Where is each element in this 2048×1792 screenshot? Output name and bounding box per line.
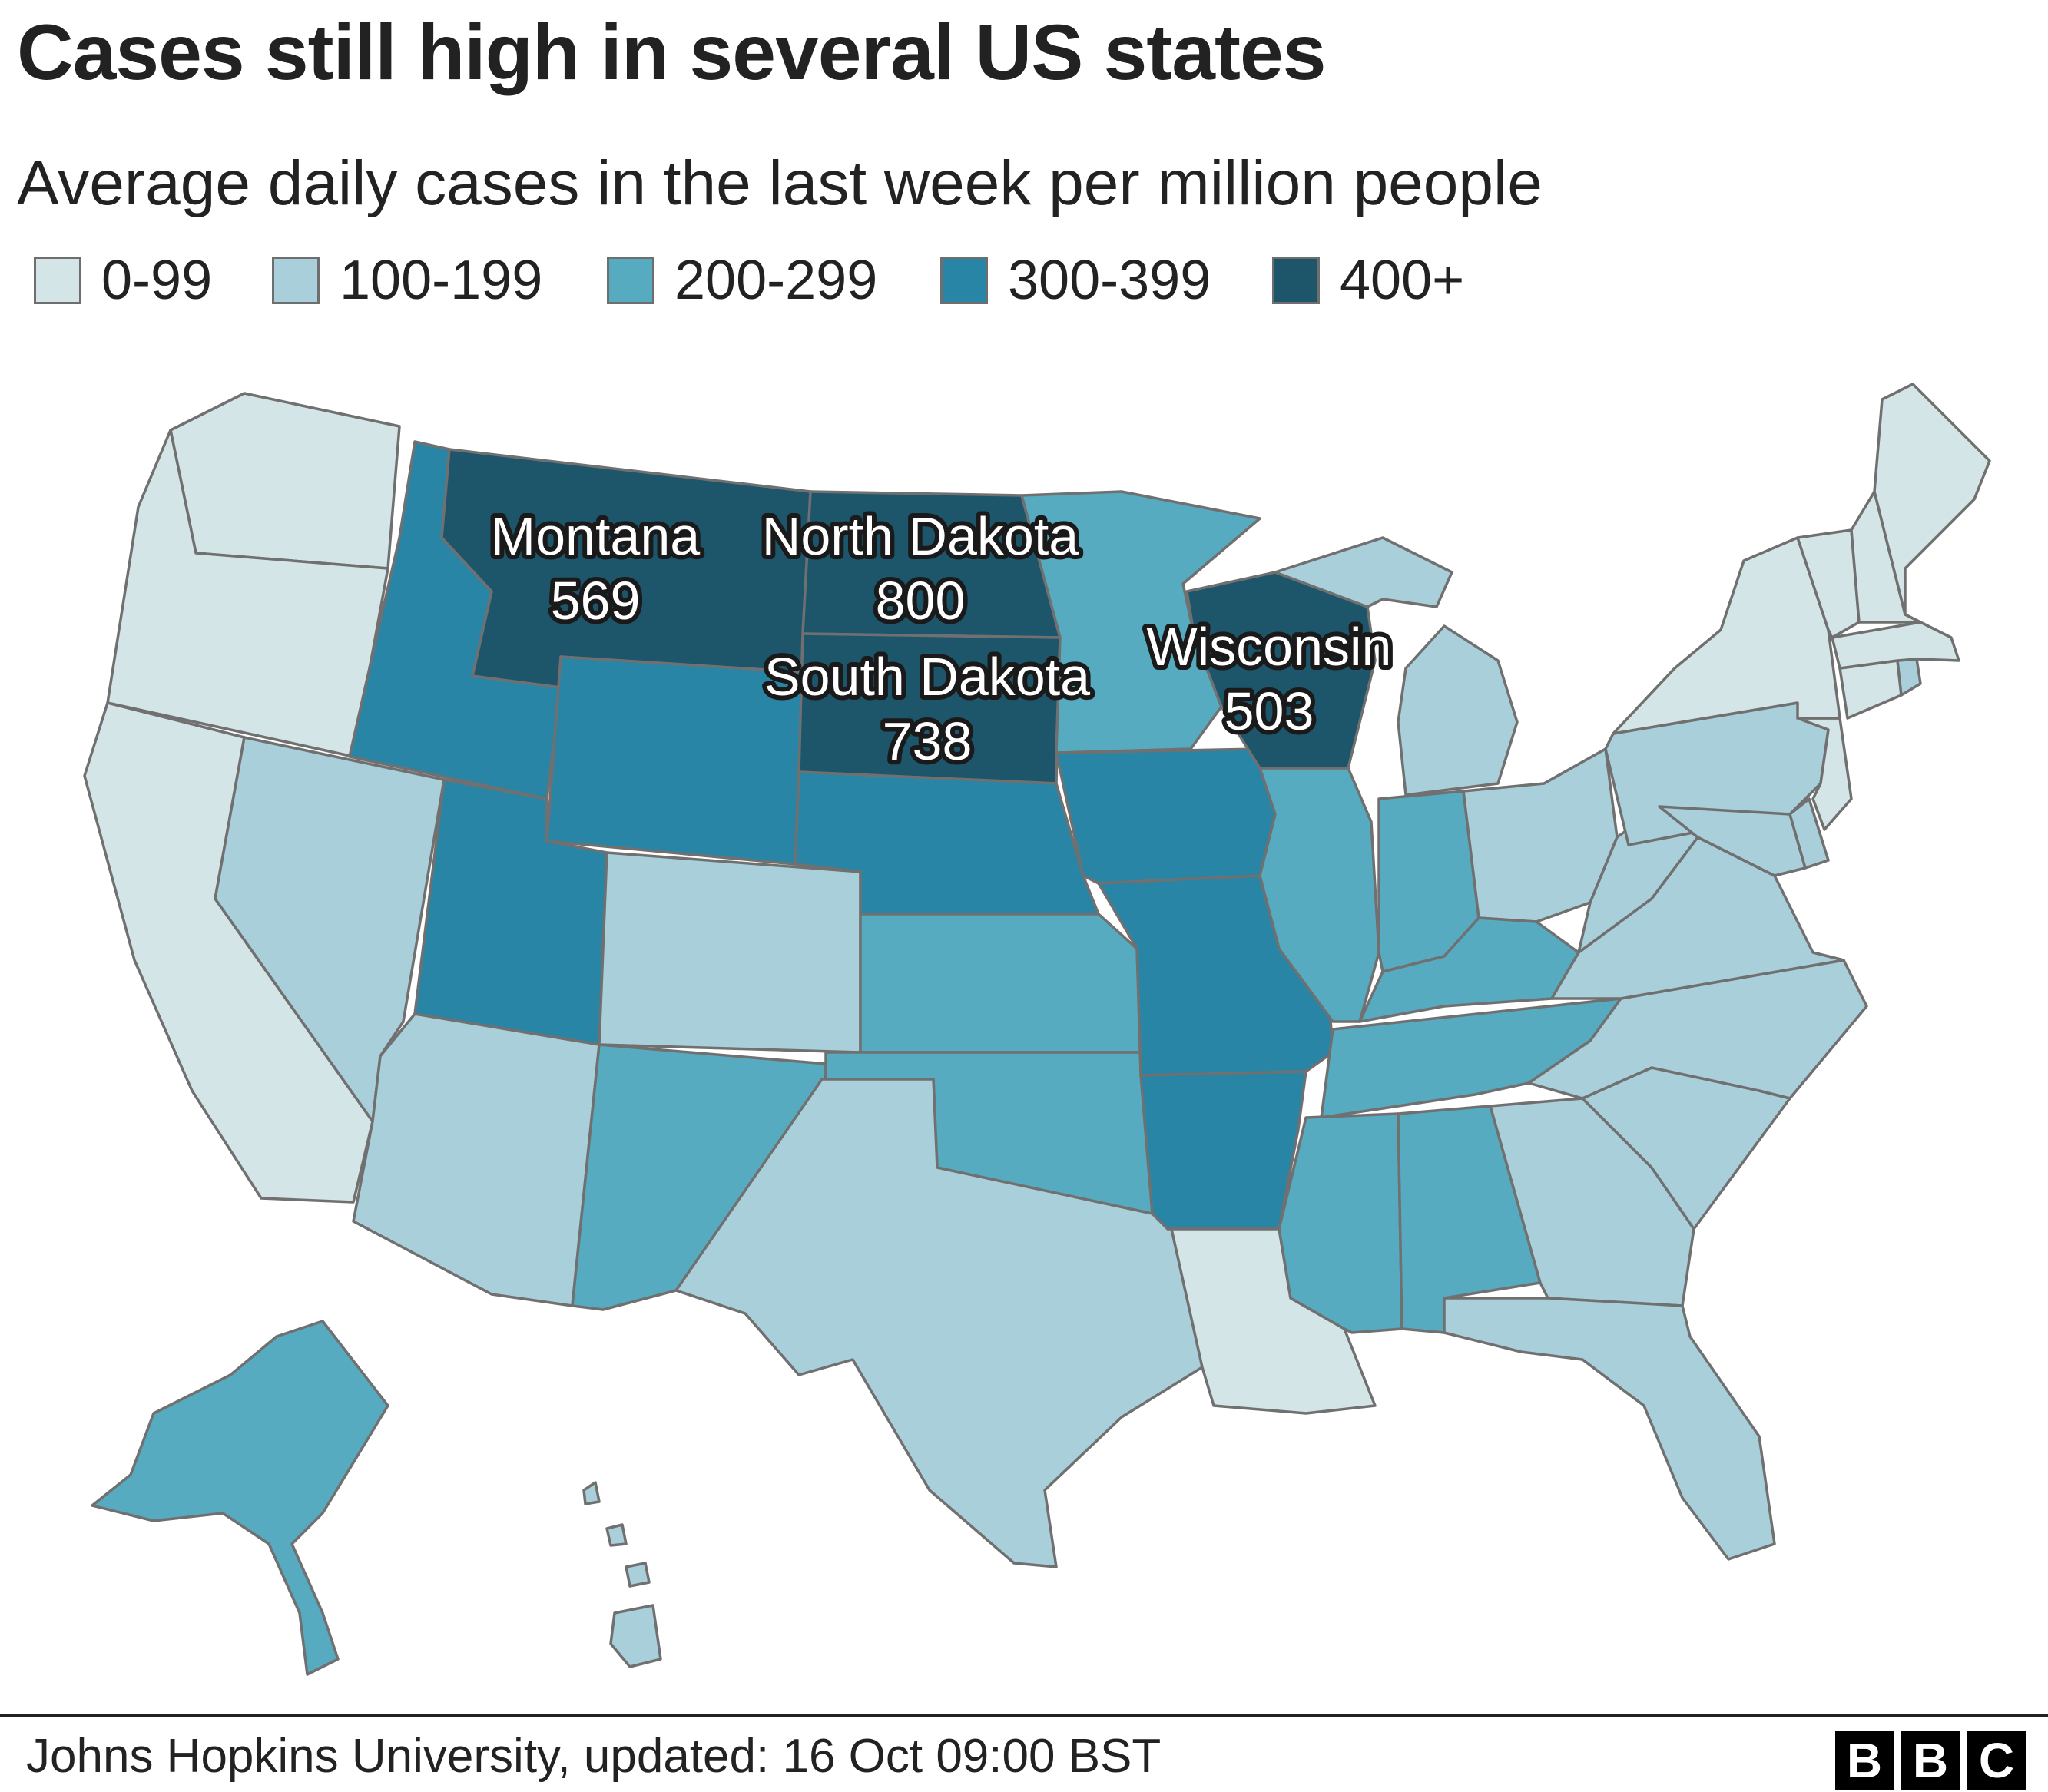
legend-swatch bbox=[940, 257, 988, 304]
callouts-layer: Montana 569 North Dakota 800 South Dakot… bbox=[486, 502, 1397, 776]
state-washington bbox=[169, 392, 401, 570]
state-hawaii bbox=[582, 1481, 662, 1668]
state-arkansas bbox=[1139, 1070, 1307, 1231]
footer-divider bbox=[0, 1714, 2048, 1717]
legend-label: 0-99 bbox=[101, 250, 213, 311]
state-delaware bbox=[1788, 797, 1830, 870]
states-layer bbox=[83, 383, 1991, 1676]
state-maryland bbox=[1658, 805, 1807, 877]
state-arizona bbox=[352, 1012, 601, 1307]
legend-swatch bbox=[1272, 257, 1320, 304]
legend-label: 200-299 bbox=[674, 250, 878, 311]
legend-label: 100-199 bbox=[340, 250, 543, 311]
state-alaska bbox=[91, 1320, 389, 1676]
callout-montana-name: Montana bbox=[491, 506, 700, 566]
state-montana bbox=[440, 448, 812, 689]
state-massachusetts bbox=[1831, 621, 1960, 670]
state-iowa bbox=[1055, 747, 1277, 885]
logo-letter: C bbox=[1967, 1731, 2026, 1790]
state-colorado bbox=[598, 851, 862, 1054]
state-florida bbox=[1443, 1297, 1776, 1561]
callout-wisconsin-value: 503 bbox=[1224, 681, 1314, 741]
chart-title: Cases still high in several US states bbox=[17, 8, 1326, 96]
callout-wisconsin-name: Wisconsin bbox=[1147, 617, 1392, 677]
state-new-hampshire bbox=[1850, 490, 1922, 624]
state-new-jersey bbox=[1796, 717, 1853, 831]
state-kansas bbox=[859, 913, 1142, 1054]
state-michigan bbox=[1274, 536, 1519, 797]
callout-north-dakota-value: 800 bbox=[876, 571, 966, 631]
state-illinois bbox=[1258, 767, 1380, 1023]
legend-swatch bbox=[34, 257, 81, 304]
callout-montana-value: 569 bbox=[551, 571, 641, 631]
logo-letter: B bbox=[1901, 1731, 1960, 1790]
legend-label: 400+ bbox=[1340, 250, 1465, 311]
legend-label: 300-399 bbox=[1008, 250, 1211, 311]
state-mississippi bbox=[1278, 1112, 1403, 1334]
state-texas bbox=[674, 1078, 1204, 1568]
callout-north-dakota-name: North Dakota bbox=[762, 506, 1079, 566]
source-note: Johns Hopkins University, updated: 16 Oc… bbox=[26, 1730, 1162, 1783]
state-vermont bbox=[1796, 528, 1861, 639]
callout-south-dakota-name: South Dakota bbox=[764, 647, 1090, 707]
legend-swatch bbox=[272, 257, 320, 304]
callout-south-dakota-value: 738 bbox=[883, 711, 973, 771]
legend-swatch bbox=[607, 257, 654, 304]
state-maine bbox=[1873, 383, 1991, 616]
logo-letter: B bbox=[1835, 1731, 1894, 1790]
state-connecticut bbox=[1838, 659, 1903, 720]
state-rhode-island bbox=[1896, 658, 1922, 697]
state-new-york bbox=[1612, 536, 1841, 735]
chart-subtitle: Average daily cases in the last week per… bbox=[17, 148, 1543, 218]
